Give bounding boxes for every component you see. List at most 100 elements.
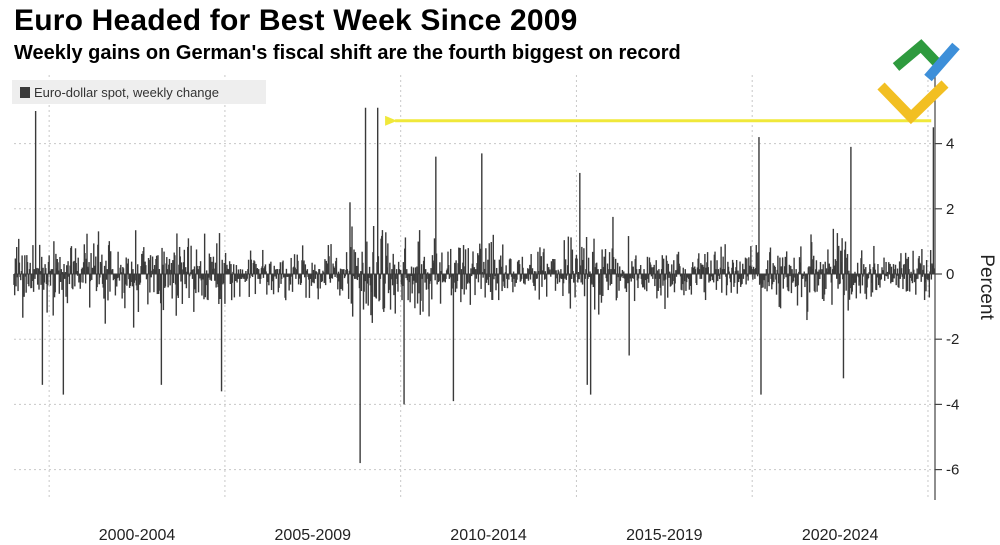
weekly-change-bar [908,269,910,274]
weekly-change-bar [486,274,488,280]
weekly-change-bar [777,255,779,274]
weekly-change-bar [621,269,624,274]
weekly-change-bar [43,274,46,283]
weekly-change-bar [150,274,152,278]
weekly-change-bar [475,269,477,274]
weekly-change-bar [341,269,343,274]
weekly-change-bar [657,274,659,291]
weekly-change-bar [122,268,125,274]
weekly-change-bar [274,274,276,277]
weekly-change-bar [68,274,71,285]
weekly-change-bar [677,251,680,274]
weekly-change-bar [453,274,455,283]
weekly-change-bar [644,274,646,290]
weekly-change-bar [97,231,100,274]
weekly-change-bar [199,274,201,279]
weekly-change-bar [410,274,412,276]
weekly-change-bar [130,261,133,274]
weekly-change-bar [45,268,47,274]
y-axis-title: Percent [976,254,997,320]
weekly-change-bar [158,269,161,274]
weekly-change-bar [215,274,217,288]
x-category-label: 2010-2014 [450,527,527,544]
weekly-change-bar [864,274,866,294]
weekly-change-bar [621,274,623,277]
weekly-change-bar [218,274,220,304]
weekly-change-bar [412,267,415,274]
weekly-change-bar [274,269,277,274]
weekly-change-bar [676,254,678,274]
weekly-change-bar [163,251,165,274]
weekly-change-bar [285,268,288,274]
weekly-change-bar [282,260,284,274]
weekly-change-bar [392,253,394,274]
weekly-change-bar [82,274,84,283]
weekly-change-bar [672,274,674,281]
weekly-change-bar [438,274,440,281]
weekly-change-bar [116,274,118,287]
weekly-change-bar [207,274,209,301]
weekly-change-bar [911,274,914,284]
weekly-change-bar [579,172,581,274]
weekly-change-bar [152,269,154,274]
weekly-change-bar [295,274,297,279]
weekly-change-bar [662,258,665,274]
weekly-change-bar [136,274,138,291]
weekly-change-bar [54,274,56,293]
weekly-change-bar [856,262,859,274]
weekly-change-bar [70,246,73,274]
weekly-change-bar [851,274,853,292]
weekly-change-bar [461,274,463,290]
weekly-change-bar [516,274,518,280]
weekly-change-bar [231,274,234,283]
weekly-change-bar [60,269,63,274]
weekly-change-bar [925,274,927,292]
weekly-change-bar [199,261,202,274]
weekly-change-bar [246,274,248,279]
weekly-change-bar [479,248,482,274]
weekly-change-bar [179,256,181,274]
weekly-change-bar [699,274,701,279]
weekly-change-bar [32,274,35,292]
weekly-change-bar [543,248,545,274]
weekly-change-bar [808,266,810,274]
weekly-change-bar [623,271,625,274]
weekly-change-bar [77,257,79,274]
x-category-label: 2020-2024 [802,527,879,544]
weekly-change-bar [105,260,107,274]
weekly-change-bar [57,270,60,274]
weekly-change-bar [250,259,252,274]
weekly-change-bar [139,274,142,283]
weekly-change-bar [339,268,342,274]
weekly-change-bar [765,274,767,276]
weekly-change-bar [596,262,598,274]
weekly-change-bar [17,274,19,292]
weekly-change-bar [222,274,225,284]
weekly-change-bar [768,274,770,287]
weekly-change-bar [368,266,371,274]
weekly-change-bar [347,274,350,299]
weekly-change-bar [304,264,307,274]
weekly-change-bar [170,262,173,274]
weekly-change-bar [467,248,469,274]
weekly-change-bar [383,274,386,309]
weekly-change-bar [899,274,901,279]
weekly-change-bar [824,261,826,274]
weekly-change-bar [162,274,165,311]
weekly-change-bar [125,257,127,274]
weekly-change-bar [631,274,634,279]
weekly-change-bar [359,274,361,464]
weekly-change-bar [74,248,77,274]
weekly-change-bar [767,260,769,274]
weekly-change-bar [742,274,745,279]
weekly-change-bar [459,247,461,274]
weekly-change-bar [675,274,678,277]
weekly-change-bar [656,270,659,274]
weekly-change-bar [84,274,87,284]
weekly-change-bar [483,268,486,274]
weekly-change-bar [578,274,580,280]
weekly-change-bar [610,274,613,284]
weekly-change-bar [781,257,784,274]
weekly-change-bar [450,248,452,274]
